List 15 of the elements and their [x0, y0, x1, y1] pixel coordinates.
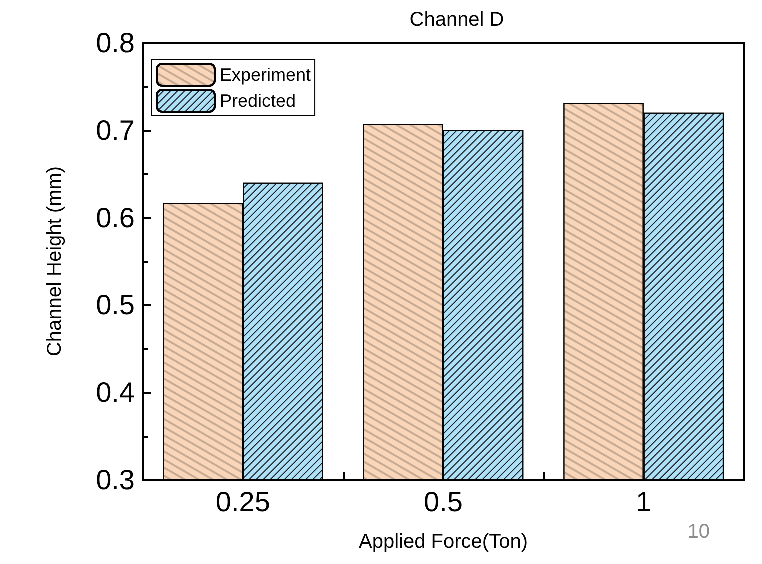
y-tick-label: 0.3	[96, 464, 135, 496]
legend-label: Predicted	[220, 91, 296, 111]
y-axis-title: Channel Height (mm)	[44, 166, 66, 357]
x-axis-title: Applied Force(Ton)	[359, 531, 528, 553]
x-tick-label: 0.25	[216, 486, 270, 518]
y-tick-label: 0.4	[96, 377, 135, 408]
y-tick-label: 0.8	[96, 28, 135, 58]
y-tick-label: 0.6	[96, 202, 135, 234]
x-tick-label: 1	[636, 486, 652, 518]
y-tick-label: 0.7	[96, 114, 135, 146]
text: 10	[688, 521, 710, 543]
legend-label: Experiment	[220, 65, 312, 85]
chart-title: Channel D	[410, 9, 504, 31]
x-tick-label: 0.5	[424, 486, 463, 518]
y-tick-label: 0.5	[96, 290, 135, 321]
